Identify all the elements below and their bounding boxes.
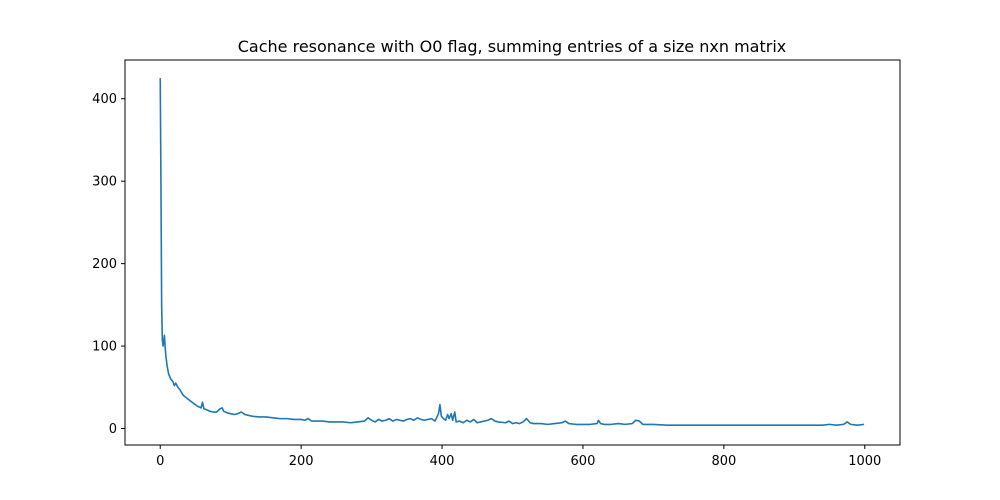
x-tick-label-200: 200 [289,454,314,469]
y-tick-label-400: 400 [92,92,117,107]
axes-frame [124,59,901,446]
x-tick-label-1000: 1000 [848,454,881,469]
y-tick-label-300: 300 [92,175,117,190]
plot-area: 0 200 400 600 800 1000 0 100 200 300 400 [92,59,901,469]
y-tick-label-200: 200 [92,257,117,272]
chart-title: Cache resonance with O0 flag, summing en… [238,37,786,56]
x-tick-label-600: 600 [571,454,596,469]
y-tick-label-100: 100 [92,340,117,355]
x-tick-label-0: 0 [156,454,164,469]
x-tick-label-800: 800 [711,454,736,469]
y-tick-label-0: 0 [109,422,117,437]
series-line-0 [159,78,865,427]
x-tick-label-400: 400 [430,454,455,469]
